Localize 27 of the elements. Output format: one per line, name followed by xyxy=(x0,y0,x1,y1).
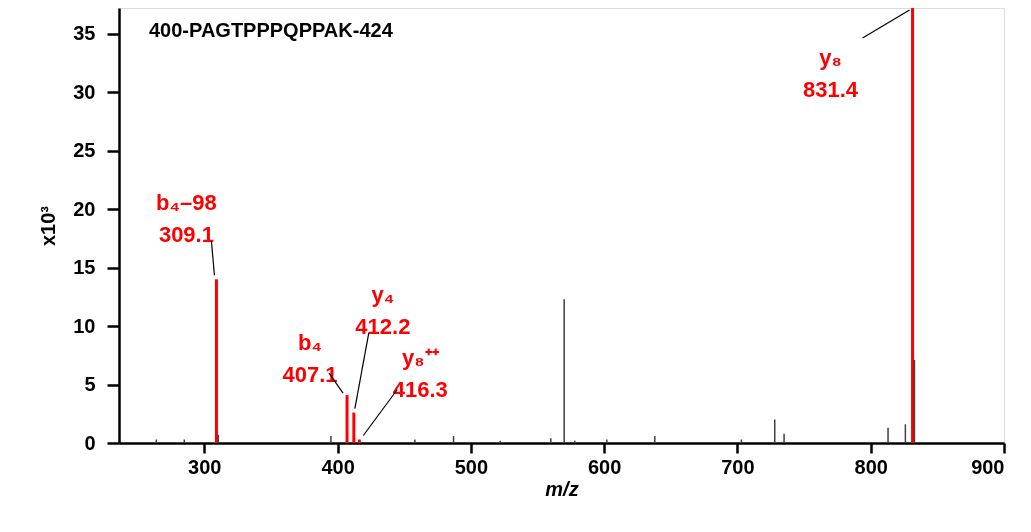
annotation: b₄–98 309.1 xyxy=(156,190,217,248)
x-tick-label: 800 xyxy=(854,455,888,478)
y-axis-title: x10³ xyxy=(37,205,60,247)
y-tick-label: 0 xyxy=(84,431,96,454)
x-tick-label: 300 xyxy=(188,455,222,478)
bar xyxy=(214,279,218,443)
annotation: b₄ 407.1 xyxy=(282,330,338,388)
annotation: y₈⁺⁺ 416.3 xyxy=(392,345,448,403)
y-tick-label: 5 xyxy=(84,373,96,396)
y-tick-label: 15 xyxy=(73,256,96,279)
y-tick-label: 20 xyxy=(73,197,96,220)
x-tick-label: 700 xyxy=(721,455,755,478)
x-axis-title: m/z xyxy=(545,477,579,500)
bar xyxy=(357,439,361,443)
x-tick-label: 900 xyxy=(971,455,1005,478)
bar xyxy=(911,8,915,443)
annotation: y₈ 831.4 xyxy=(803,45,859,102)
y-tick-label: 35 xyxy=(73,22,96,45)
y-tick-label: 10 xyxy=(73,314,96,337)
y-tick-label: 30 xyxy=(73,80,96,103)
bar xyxy=(352,412,356,443)
bar xyxy=(345,395,349,443)
text: 400-PAGTPPPQPPAK-424 xyxy=(149,19,394,41)
x-tick-label: 500 xyxy=(454,455,489,478)
x-tick-label: 600 xyxy=(587,455,622,478)
y-tick-label: 25 xyxy=(73,139,96,162)
x-tick-label: 400 xyxy=(321,455,355,478)
